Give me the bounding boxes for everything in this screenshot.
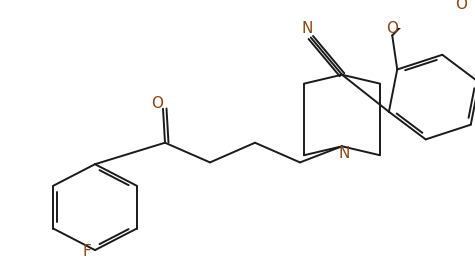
Text: O: O (151, 96, 163, 111)
Text: O: O (455, 0, 467, 12)
Text: F: F (83, 244, 91, 259)
Text: N: N (338, 146, 350, 161)
Text: N: N (301, 21, 313, 36)
Text: O: O (386, 21, 398, 36)
